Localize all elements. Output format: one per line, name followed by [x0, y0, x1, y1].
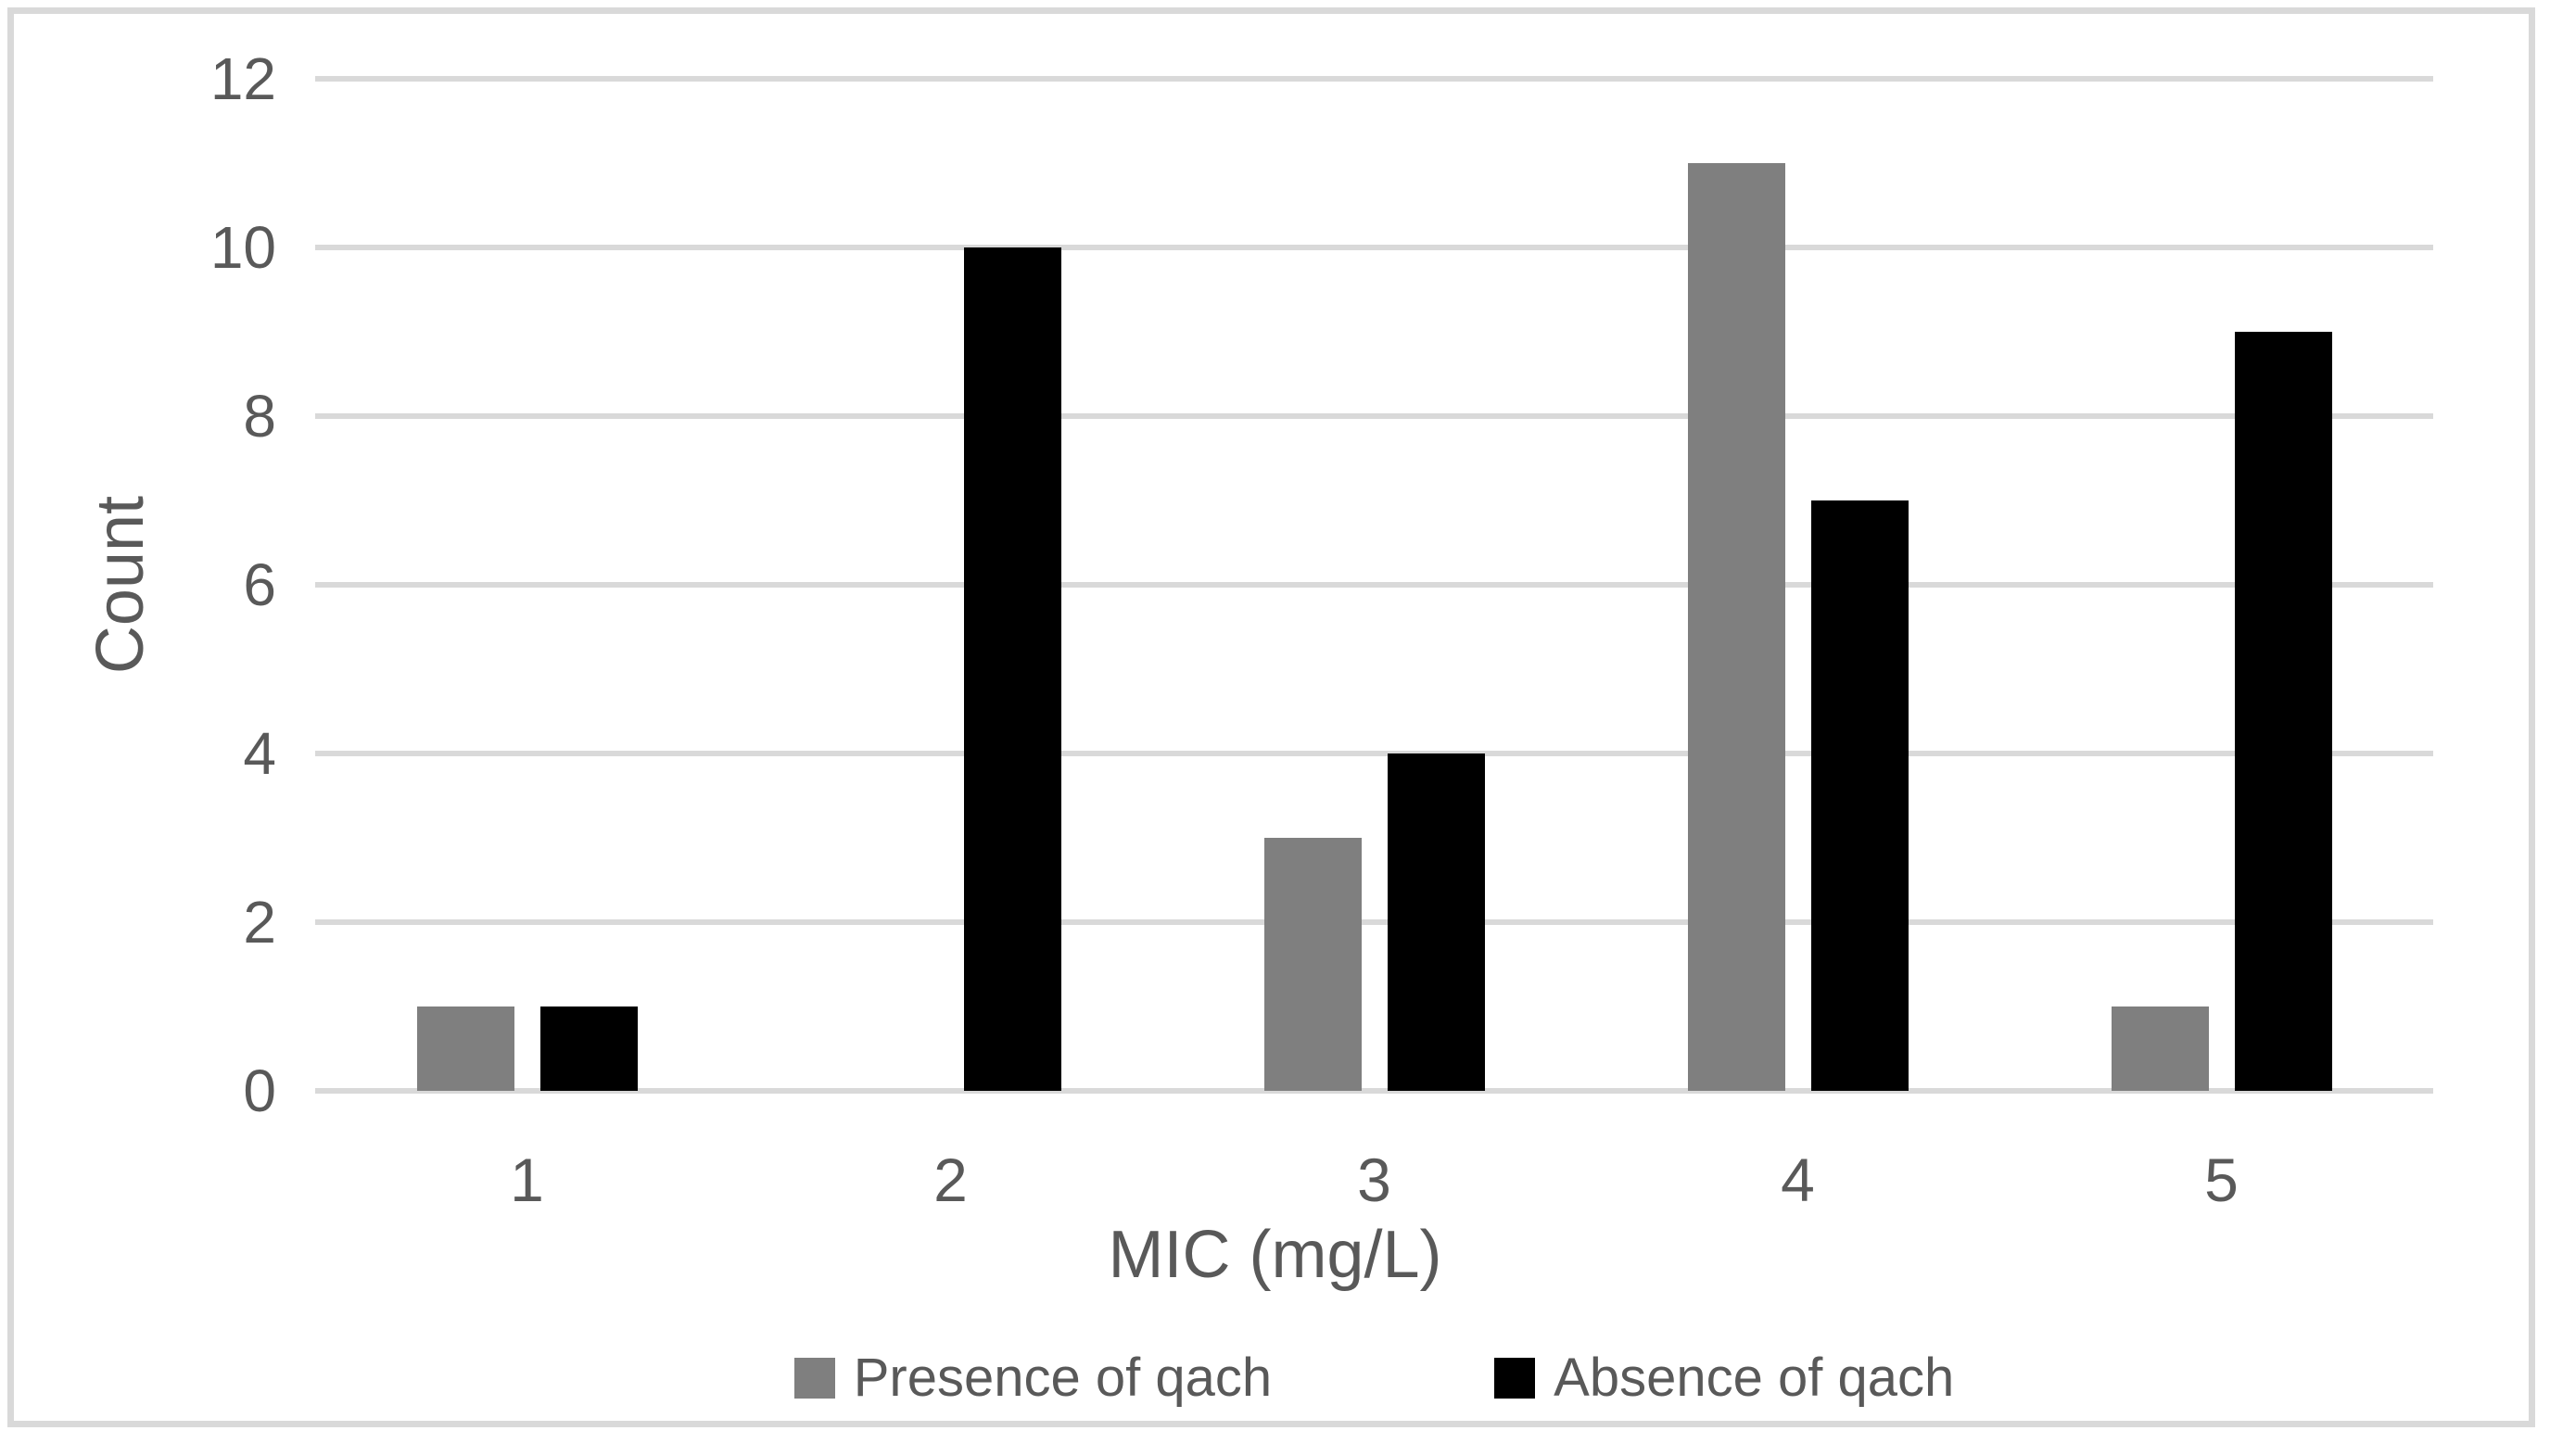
bar-absence-of-qach-4: [1810, 500, 1909, 1091]
gridline-y-8: [315, 413, 2433, 420]
bar-group-4: [1586, 79, 2010, 1091]
bar-groups: [315, 79, 2433, 1091]
bar-presence-of-qach-3: [1263, 838, 1362, 1091]
legend-swatch-icon-presence-of-qach: [793, 1358, 835, 1399]
legend-swatch-icon-absence-of-qach: [1494, 1358, 1536, 1399]
bar-absence-of-qach-2: [963, 247, 1061, 1091]
bar-presence-of-qach-1: [416, 1007, 514, 1091]
bar-absence-of-qach-3: [1387, 753, 1485, 1091]
y-tick-label-12: 12: [209, 45, 276, 112]
x-axis-title: MIC (mg/L): [1108, 1218, 1442, 1292]
legend: Presence of qach Absence of qach: [315, 1351, 2433, 1405]
y-tick-label-2: 2: [243, 889, 276, 956]
gridline-y-0: [315, 1088, 2433, 1094]
y-axis-tick-labels: 0 2 4 6 8 10 12: [0, 49, 276, 1120]
legend-label-presence-of-qach: Presence of qach: [853, 1348, 1273, 1408]
bar-group-2: [739, 79, 1162, 1091]
plot-area: [315, 76, 2433, 1094]
x-tick-label-3: 3: [1357, 1146, 1391, 1214]
y-tick-label-6: 6: [243, 551, 276, 618]
bar-absence-of-qach-1: [539, 1007, 638, 1091]
y-tick-label-4: 4: [243, 720, 276, 787]
x-tick-label-4: 4: [1781, 1146, 1815, 1214]
y-tick-label-0: 0: [243, 1057, 276, 1124]
gridline-y-4: [315, 751, 2433, 757]
gridline-y-2: [315, 919, 2433, 926]
bar-group-3: [1162, 79, 1586, 1091]
legend-item-absence-of-qach: Absence of qach: [1494, 1351, 1954, 1405]
x-tick-label-1: 1: [510, 1146, 544, 1214]
bar-group-1: [315, 79, 739, 1091]
bar-presence-of-qach-4: [1687, 163, 1785, 1091]
gridline-y-12: [315, 76, 2433, 82]
chart-border-frame: [7, 7, 2535, 1427]
gridline-y-6: [315, 582, 2433, 588]
bar-presence-of-qach-5: [2111, 1007, 2209, 1091]
x-tick-label-5: 5: [2204, 1146, 2239, 1214]
legend-label-absence-of-qach: Absence of qach: [1554, 1348, 1955, 1408]
legend-item-presence-of-qach: Presence of qach: [793, 1348, 1273, 1408]
bar-absence-of-qach-5: [2234, 332, 2332, 1091]
gridline-y-10: [315, 245, 2433, 250]
y-tick-label-8: 8: [243, 383, 276, 449]
x-tick-label-2: 2: [933, 1146, 968, 1214]
y-tick-label-10: 10: [209, 214, 276, 281]
bar-group-5: [2010, 79, 2433, 1091]
